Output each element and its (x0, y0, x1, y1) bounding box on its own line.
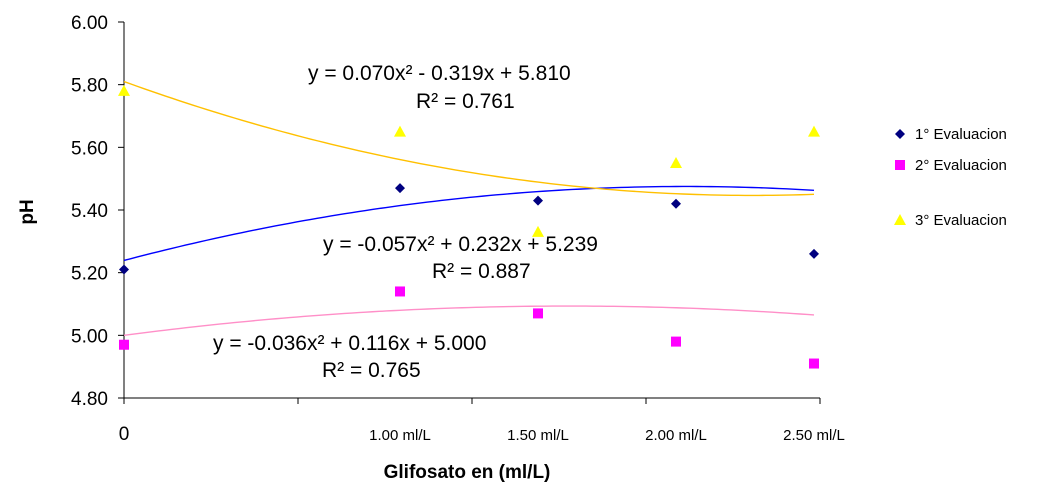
y-tick-label: 5.80 (71, 76, 108, 97)
legend-marker-triangle (894, 214, 906, 225)
trendline-3 (123, 80, 815, 197)
legend-label: 3° Evaluacion (915, 212, 1007, 229)
legend: 1° Evaluacion 2° Evaluacion 3° Evaluacion (894, 126, 1007, 229)
r-squared-1: R² = 0.887 (432, 260, 531, 283)
trendline-equation-1: y = -0.057x² + 0.232x + 5.239 (323, 233, 598, 256)
point-square (119, 339, 129, 350)
point-triangle (670, 157, 682, 168)
point-triangle (118, 84, 130, 96)
point-triangle (394, 125, 406, 137)
labels: y = -0.057x² + 0.232x + 5.239 R² = 0.887 y… (213, 62, 598, 382)
trendline-equation-3: y = 0.070x² - 0.319x + 5.810 (308, 62, 571, 85)
point-diamond (671, 198, 681, 209)
y-tick-label: 5.40 (71, 201, 108, 222)
x-tick-label: 2.00 ml/L (645, 427, 707, 444)
point-diamond (809, 248, 819, 259)
x-axis-title: Glifosato en (ml/L) (384, 462, 551, 483)
y-tick-label: 5.60 (71, 138, 108, 159)
data-points (118, 84, 820, 369)
point-triangle (532, 225, 544, 237)
x-tick-label: 1.00 ml/L (369, 427, 431, 444)
trendline-equation-2: y = -0.036x² + 0.116x + 5.000 (213, 332, 486, 355)
x-tick-label: 0 (119, 424, 130, 445)
point-square (809, 358, 819, 369)
point-square (533, 308, 543, 319)
point-diamond (119, 264, 129, 275)
y-tick-label: 4.80 (71, 389, 108, 410)
r-squared-3: R² = 0.761 (416, 90, 515, 113)
legend-label: 1° Evaluacion (915, 126, 1007, 143)
axes: 4.80 5.00 5.20 5.40 5.60 5.80 6.00 0 1.00 ml/L 1.… (17, 13, 845, 483)
legend-marker-diamond (895, 129, 905, 139)
point-diamond (395, 183, 405, 194)
point-square (671, 336, 681, 347)
trendline-2 (123, 305, 815, 337)
legend-label: 2° Evaluacion (915, 157, 1007, 174)
y-axis-title: pH (17, 199, 38, 224)
r-squared-2: R² = 0.765 (322, 359, 421, 382)
y-tick-label: 5.20 (71, 264, 108, 285)
point-square (395, 286, 405, 297)
point-diamond (533, 195, 543, 206)
y-tick-label: 5.00 (71, 326, 108, 347)
trendline-1 (123, 185, 815, 262)
point-triangle (808, 125, 820, 137)
trendlines (123, 80, 815, 337)
x-tick-label: 1.50 ml/L (507, 427, 569, 444)
legend-marker-square (895, 160, 905, 170)
y-tick-label: 6.00 (71, 13, 108, 34)
x-tick-label: 2.50 ml/L (783, 427, 845, 444)
